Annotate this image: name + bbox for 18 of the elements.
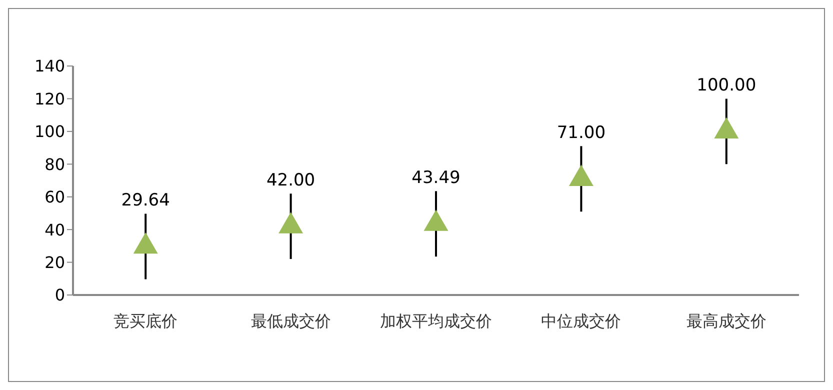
y-tick-label: 100: [34, 122, 65, 142]
data-label: 42.00: [266, 170, 316, 190]
x-tick-label: 加权平均成交价: [380, 311, 492, 330]
y-tick-label: 60: [44, 188, 65, 207]
y-tick-label: 20: [44, 252, 65, 272]
data-label: 71.00: [556, 122, 606, 143]
x-tick-label: 最低成交价: [250, 311, 331, 330]
data-label: 100.00: [696, 75, 756, 96]
y-tick-label: 120: [34, 89, 65, 108]
data-label: 29.64: [121, 190, 170, 211]
x-tick-label: 中位成交价: [541, 311, 622, 330]
y-tick-label: 140: [34, 56, 65, 76]
data-label: 43.49: [412, 168, 460, 188]
y-tick-label: 80: [44, 154, 65, 174]
y-tick-label: 40: [44, 220, 65, 240]
x-tick-label: 竞买底价: [114, 311, 178, 330]
y-tick-label: 0: [54, 286, 65, 305]
x-tick-label: 最高成交价: [686, 311, 766, 330]
